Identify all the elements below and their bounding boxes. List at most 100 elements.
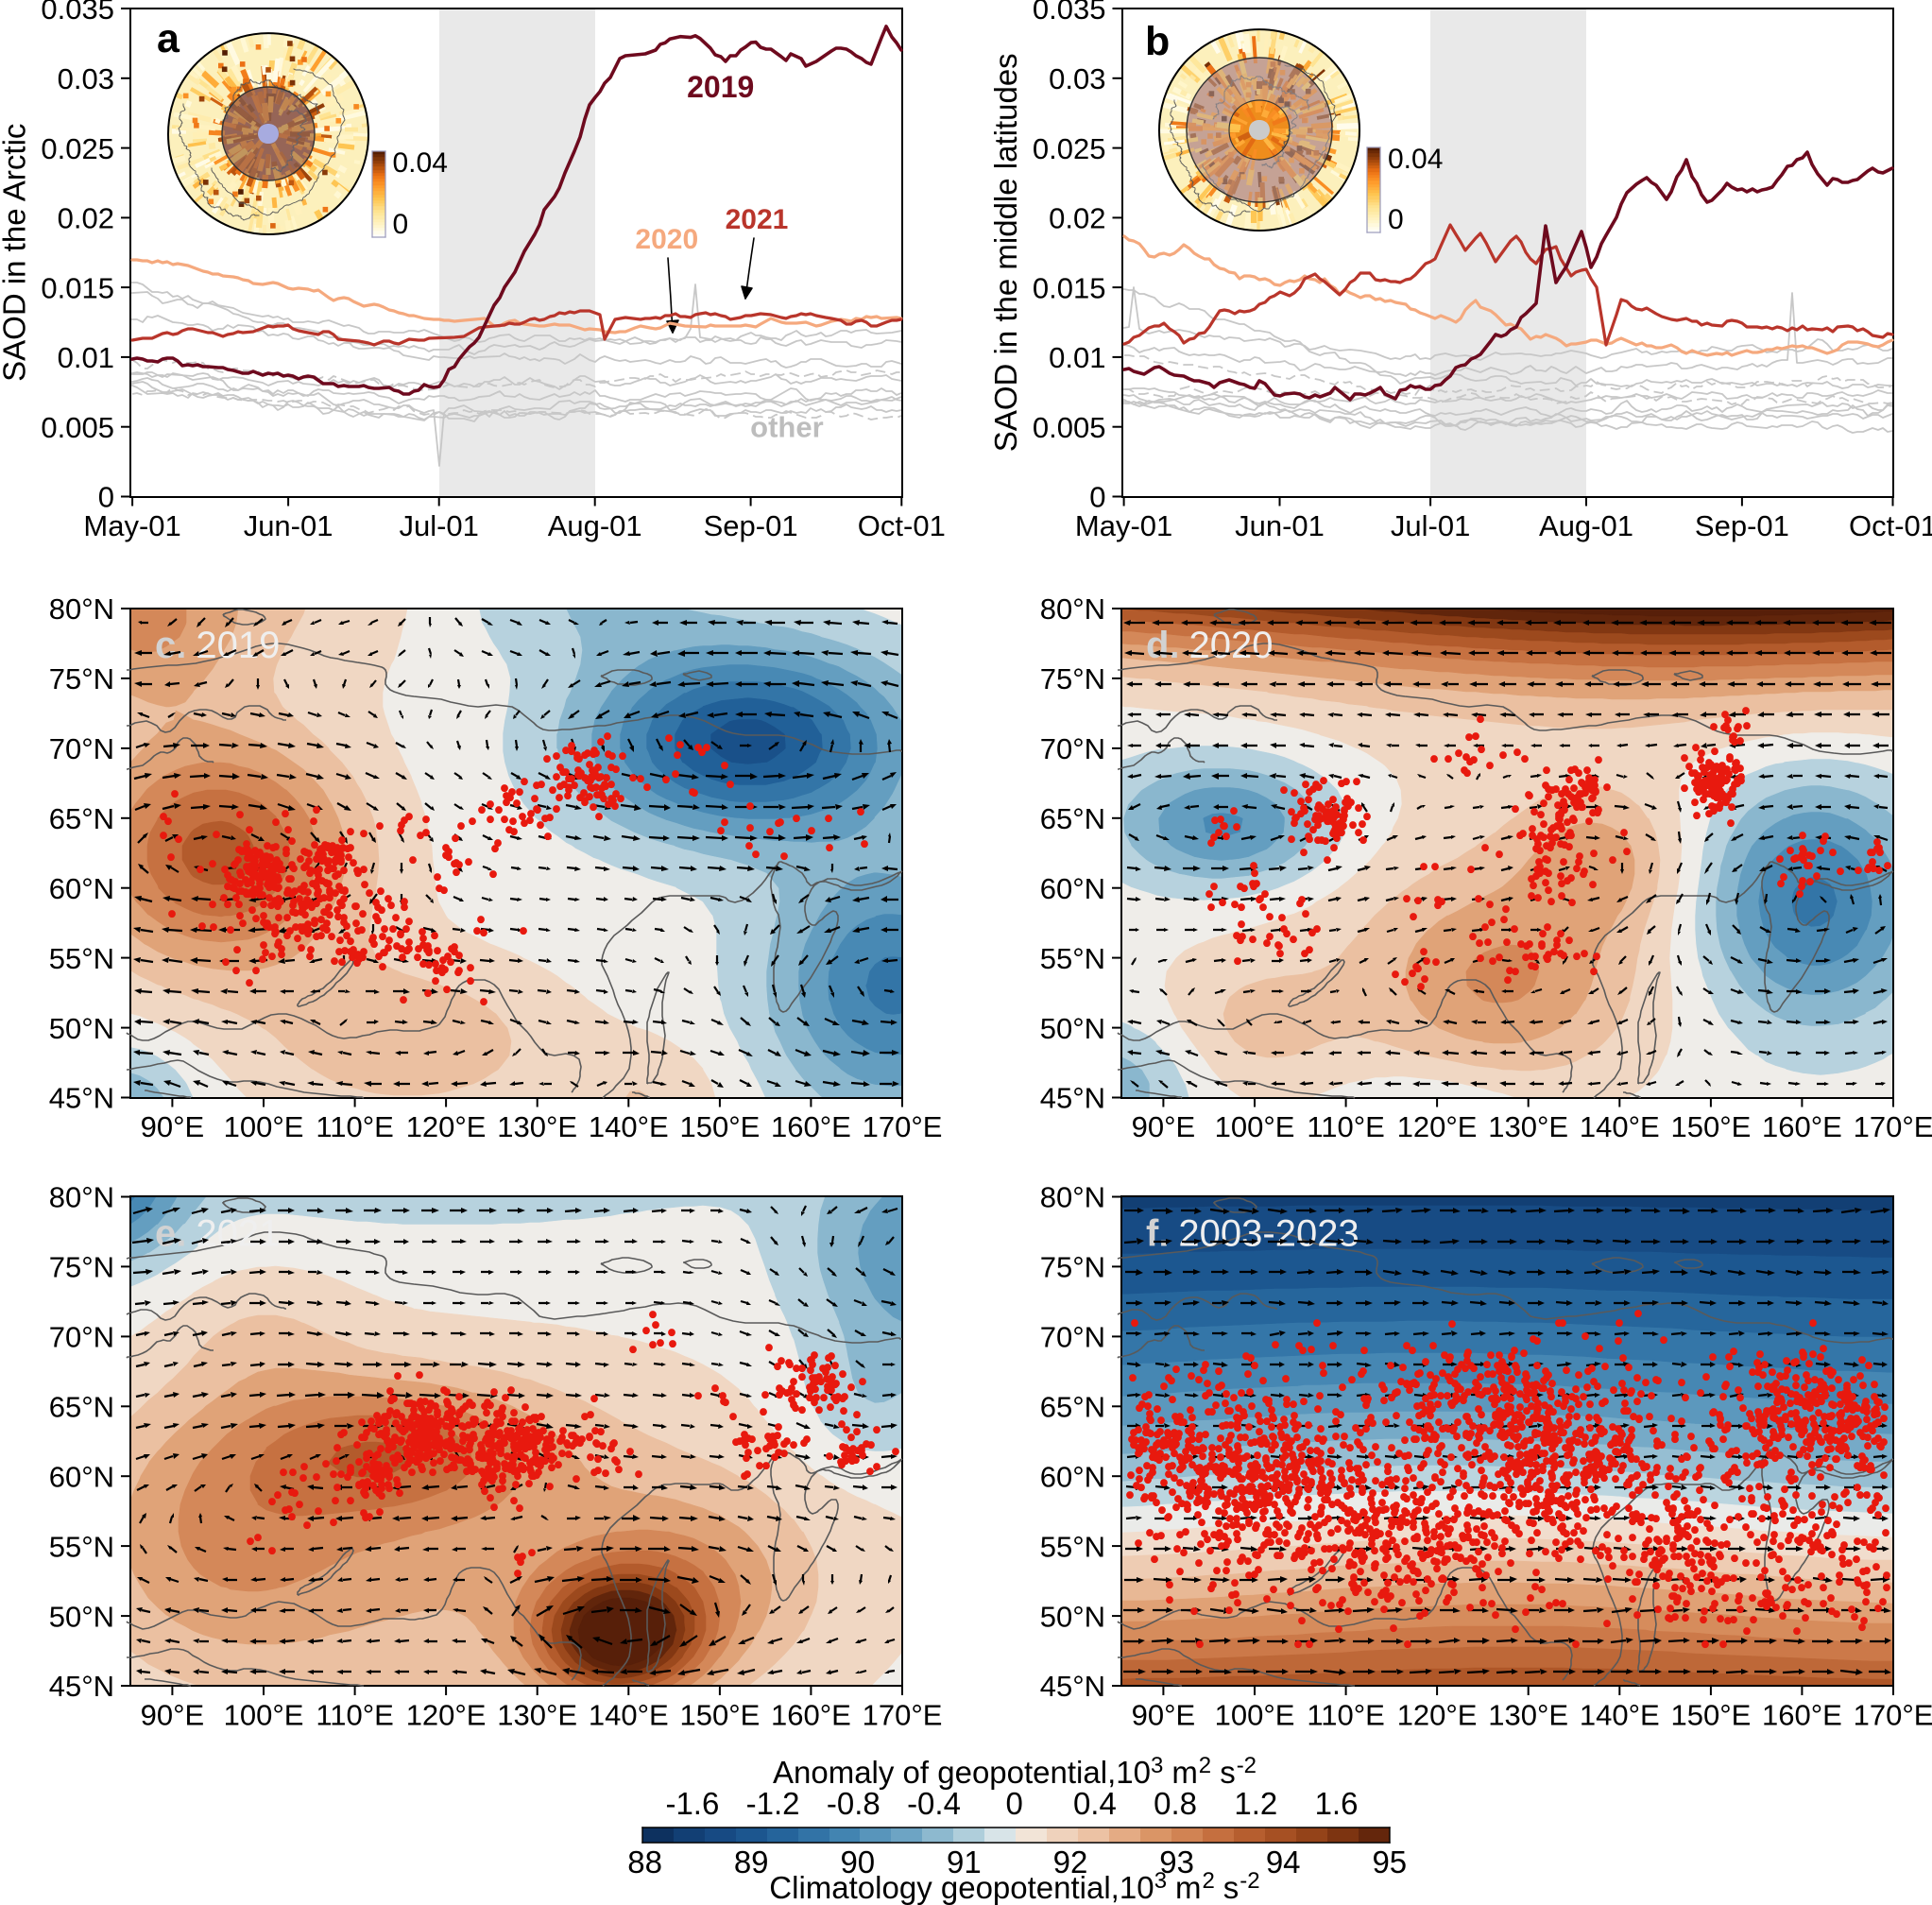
- svg-text:Aug-01: Aug-01: [1539, 509, 1633, 542]
- svg-text:55°N: 55°N: [49, 942, 114, 975]
- svg-text:m: m: [1175, 1870, 1202, 1905]
- svg-text:75°N: 75°N: [1040, 662, 1105, 695]
- svg-text:0.035: 0.035: [41, 0, 114, 26]
- svg-text:110°E: 110°E: [316, 1110, 394, 1143]
- svg-text:93: 93: [1159, 1845, 1194, 1879]
- svg-text:75°N: 75°N: [49, 662, 114, 695]
- svg-text:May-01: May-01: [1075, 509, 1172, 542]
- svg-text:95: 95: [1372, 1845, 1407, 1879]
- svg-text:120°E: 120°E: [1397, 1699, 1478, 1732]
- svg-text:s: s: [1223, 1870, 1240, 1905]
- svg-text:Aug-01: Aug-01: [548, 509, 642, 542]
- svg-text:94: 94: [1266, 1845, 1301, 1879]
- svg-text:140°E: 140°E: [589, 1699, 669, 1732]
- svg-text:45°N: 45°N: [49, 1082, 114, 1115]
- svg-text:0.8: 0.8: [1154, 1786, 1197, 1821]
- svg-text:-0.8: -0.8: [827, 1786, 881, 1821]
- svg-text:60°N: 60°N: [1040, 872, 1105, 905]
- svg-text:Oct-01: Oct-01: [858, 509, 946, 542]
- svg-text:80°N: 80°N: [1040, 592, 1105, 626]
- svg-text:SAOD in the Arctic: SAOD in the Arctic: [0, 124, 32, 382]
- svg-text:Oct-01: Oct-01: [1849, 509, 1932, 542]
- svg-text:-1.6: -1.6: [665, 1786, 719, 1821]
- svg-text:75°N: 75°N: [1040, 1251, 1105, 1284]
- svg-text:0.025: 0.025: [41, 132, 114, 165]
- svg-text:0.02: 0.02: [58, 202, 114, 235]
- svg-text:150°E: 150°E: [1671, 1699, 1752, 1732]
- svg-text:160°E: 160°E: [771, 1699, 851, 1732]
- svg-text:45°N: 45°N: [1040, 1082, 1105, 1115]
- svg-text:130°E: 130°E: [497, 1699, 577, 1732]
- svg-text:May-01: May-01: [83, 509, 180, 542]
- svg-text:65°N: 65°N: [49, 802, 114, 835]
- svg-text:130°E: 130°E: [497, 1110, 577, 1143]
- svg-text:2019: 2019: [687, 70, 754, 104]
- svg-text:150°E: 150°E: [680, 1110, 761, 1143]
- svg-text:140°E: 140°E: [1580, 1110, 1660, 1143]
- svg-text:70°N: 70°N: [1040, 732, 1105, 765]
- svg-text:89: 89: [734, 1845, 769, 1879]
- svg-text:Sep-01: Sep-01: [704, 509, 798, 542]
- svg-text:0.005: 0.005: [1033, 411, 1106, 444]
- svg-text:120°E: 120°E: [406, 1699, 487, 1732]
- svg-text:60°N: 60°N: [49, 1460, 114, 1493]
- svg-text:160°E: 160°E: [1762, 1110, 1842, 1143]
- svg-text:-0.4: -0.4: [907, 1786, 961, 1821]
- svg-text:100°E: 100°E: [224, 1110, 304, 1143]
- svg-text:0.035: 0.035: [1033, 0, 1106, 26]
- svg-text:-2: -2: [1240, 1868, 1259, 1894]
- svg-text:50°N: 50°N: [1040, 1012, 1105, 1045]
- svg-text:92: 92: [1053, 1845, 1088, 1879]
- svg-text:140°E: 140°E: [1580, 1699, 1660, 1732]
- svg-text:65°N: 65°N: [49, 1391, 114, 1424]
- svg-text:2021: 2021: [726, 204, 789, 235]
- svg-text:50°N: 50°N: [49, 1012, 114, 1045]
- svg-text:0.04: 0.04: [1388, 144, 1443, 175]
- svg-text:Jun-01: Jun-01: [1235, 509, 1325, 542]
- svg-text:90°E: 90°E: [141, 1110, 205, 1143]
- svg-text:0: 0: [1006, 1786, 1023, 1821]
- svg-text:90: 90: [840, 1845, 875, 1879]
- svg-text:70°N: 70°N: [49, 732, 114, 765]
- svg-text:120°E: 120°E: [1397, 1110, 1478, 1143]
- svg-text:2020: 2020: [1189, 625, 1274, 666]
- svg-text:s: s: [1220, 1755, 1236, 1790]
- svg-text:2: 2: [1199, 1753, 1211, 1778]
- svg-text:45°N: 45°N: [1040, 1670, 1105, 1703]
- svg-text:Anomaly of geopotential,10: Anomaly of geopotential,10: [773, 1755, 1151, 1790]
- svg-text:150°E: 150°E: [1671, 1110, 1752, 1143]
- svg-text:2021: 2021: [196, 1213, 280, 1255]
- svg-text:c.: c.: [155, 625, 186, 666]
- svg-text:0.04: 0.04: [393, 147, 448, 179]
- svg-text:Jul-01: Jul-01: [399, 509, 478, 542]
- svg-text:50°N: 50°N: [49, 1600, 114, 1633]
- svg-text:SAOD in the middle latitudes: SAOD in the middle latitudes: [988, 53, 1023, 452]
- svg-text:65°N: 65°N: [1040, 802, 1105, 835]
- svg-text:0: 0: [1388, 204, 1404, 235]
- svg-text:55°N: 55°N: [49, 1530, 114, 1563]
- svg-text:45°N: 45°N: [49, 1670, 114, 1703]
- svg-text:88: 88: [627, 1845, 662, 1879]
- svg-text:f.: f.: [1146, 1213, 1169, 1255]
- svg-text:0.03: 0.03: [1049, 62, 1105, 95]
- svg-text:-2: -2: [1237, 1753, 1257, 1778]
- svg-text:-1.2: -1.2: [746, 1786, 800, 1821]
- svg-text:91: 91: [947, 1845, 982, 1879]
- svg-text:other: other: [750, 411, 824, 444]
- svg-text:0.4: 0.4: [1073, 1786, 1117, 1821]
- svg-text:e.: e.: [155, 1213, 186, 1255]
- svg-text:0.02: 0.02: [1049, 202, 1105, 235]
- svg-text:Jun-01: Jun-01: [244, 509, 333, 542]
- svg-text:2003-2023: 2003-2023: [1178, 1213, 1359, 1255]
- svg-text:2019: 2019: [196, 625, 280, 666]
- svg-text:160°E: 160°E: [771, 1110, 851, 1143]
- svg-text:1.6: 1.6: [1315, 1786, 1359, 1821]
- svg-text:70°N: 70°N: [1040, 1321, 1105, 1354]
- svg-text:130°E: 130°E: [1488, 1110, 1568, 1143]
- svg-text:100°E: 100°E: [1215, 1699, 1295, 1732]
- svg-text:3: 3: [1151, 1753, 1163, 1778]
- svg-text:80°N: 80°N: [49, 1181, 114, 1214]
- svg-text:55°N: 55°N: [1040, 942, 1105, 975]
- svg-text:80°N: 80°N: [1040, 1181, 1105, 1214]
- svg-text:a: a: [157, 16, 180, 61]
